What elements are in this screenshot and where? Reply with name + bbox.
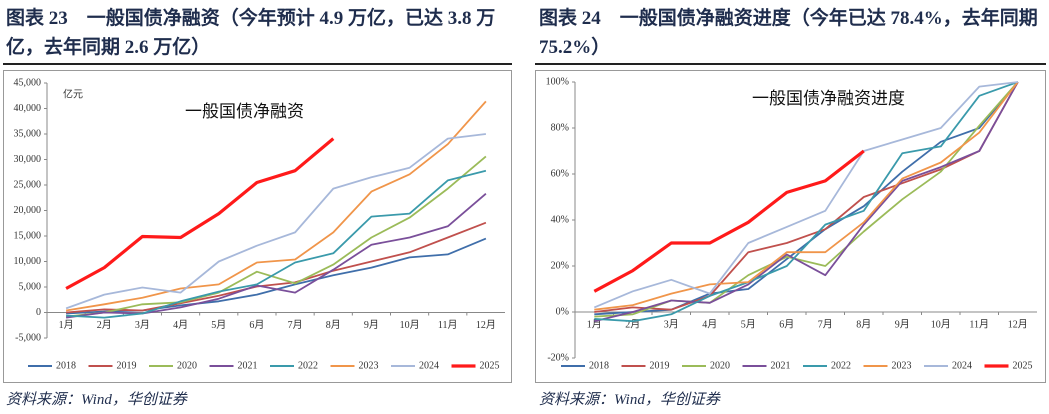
- series-line: [66, 155, 487, 318]
- legend-label: 2025: [480, 360, 500, 371]
- y-tick-label: 100%: [546, 76, 569, 87]
- x-tick-label: 7月: [818, 318, 833, 330]
- y-tick-label: 20%: [551, 260, 569, 271]
- figure-title: 图表 24 一般国债净融资进度（今年已达 78.4%，去年同期 75.2%）: [539, 8, 1038, 58]
- legend-label: 2024: [419, 360, 439, 371]
- x-tick-label: 12月: [1008, 318, 1028, 330]
- y-tick-label: 25,000: [14, 179, 42, 190]
- y-tick-label: -20%: [547, 352, 569, 363]
- x-tick-label: 4月: [173, 319, 188, 331]
- x-tick-label: 1月: [59, 319, 74, 331]
- series-line: [66, 221, 487, 314]
- y-tick-label: 35,000: [14, 128, 42, 139]
- x-tick-label: 4月: [702, 318, 717, 330]
- y-tick-label: 10,000: [14, 256, 42, 267]
- y-tick-label: 80%: [551, 122, 569, 133]
- chart-frame: [535, 70, 1046, 383]
- x-tick-label: 12月: [476, 319, 496, 331]
- source-note: 资料来源：Wind，华创证券: [539, 392, 720, 408]
- y-tick-label: 0%: [556, 306, 569, 317]
- y-tick-label: 40,000: [14, 103, 42, 114]
- x-tick-label: 8月: [326, 319, 341, 331]
- y-tick-label: -5,000: [15, 332, 41, 343]
- x-tick-label: 11月: [438, 319, 458, 331]
- annotation: 一般国债净融资: [185, 102, 304, 121]
- x-tick-label: 3月: [135, 319, 150, 331]
- x-tick-label: 10月: [931, 318, 951, 330]
- series-line: [65, 137, 335, 290]
- legend-label: 2023: [359, 360, 379, 371]
- legend-label: 2019: [650, 360, 670, 371]
- x-tick-label: 10月: [400, 319, 420, 331]
- y-tick-label: 30,000: [14, 154, 42, 165]
- legend-label: 2021: [238, 360, 258, 371]
- legend-label: 2022: [298, 360, 318, 371]
- series-line: [66, 169, 487, 319]
- y-tick-label: 5,000: [19, 281, 42, 292]
- unit-label: 亿元: [63, 87, 83, 100]
- series-line: [594, 81, 1019, 318]
- chart-frame: [3, 70, 512, 383]
- x-tick-label: 3月: [664, 318, 679, 330]
- x-tick-label: 5月: [211, 319, 226, 331]
- legend-label: 2019: [117, 360, 137, 371]
- legend-label: 2022: [831, 360, 851, 371]
- legend-label: 2020: [710, 360, 730, 371]
- x-tick-label: 9月: [364, 319, 379, 331]
- legend-label: 2020: [177, 360, 197, 371]
- series-line: [593, 149, 865, 293]
- x-tick-label: 1月: [587, 318, 602, 330]
- y-tick-label: 45,000: [14, 77, 42, 88]
- series-line: [594, 81, 1019, 323]
- legend-label: 2024: [952, 360, 972, 371]
- series-line: [65, 100, 487, 312]
- series-line: [594, 81, 1019, 316]
- series-line: [594, 81, 1019, 311]
- annotation: 一般国债净融资进度: [752, 89, 905, 108]
- series-line: [594, 81, 1019, 323]
- x-tick-label: 9月: [895, 318, 910, 330]
- x-tick-label: 6月: [779, 318, 794, 330]
- legend-label: 2018: [589, 360, 609, 371]
- y-tick-label: 0: [36, 307, 41, 318]
- x-tick-label: 2月: [97, 319, 112, 331]
- x-tick-label: 11月: [969, 318, 989, 330]
- x-tick-label: 7月: [288, 319, 303, 331]
- y-tick-label: 15,000: [14, 230, 42, 241]
- series-line: [66, 237, 487, 315]
- series-line: [65, 133, 487, 310]
- source-note: 资料来源：Wind，华创证券: [6, 392, 187, 408]
- series-line: [594, 81, 1019, 313]
- y-tick-label: 40%: [551, 214, 569, 225]
- figure-title: 图表 23 一般国债净融资（今年预计 4.9 万亿，已达 3.8 万亿，去年同期…: [6, 8, 496, 58]
- series-line: [593, 81, 1018, 309]
- legend-label: 2025: [1013, 360, 1033, 371]
- x-tick-label: 5月: [741, 318, 756, 330]
- x-tick-label: 6月: [249, 319, 264, 331]
- legend-label: 2023: [892, 360, 912, 371]
- legend-label: 2018: [56, 360, 76, 371]
- y-tick-label: 60%: [551, 168, 569, 179]
- y-tick-label: 20,000: [14, 205, 42, 216]
- legend-label: 2021: [771, 360, 791, 371]
- x-tick-label: 8月: [856, 318, 871, 330]
